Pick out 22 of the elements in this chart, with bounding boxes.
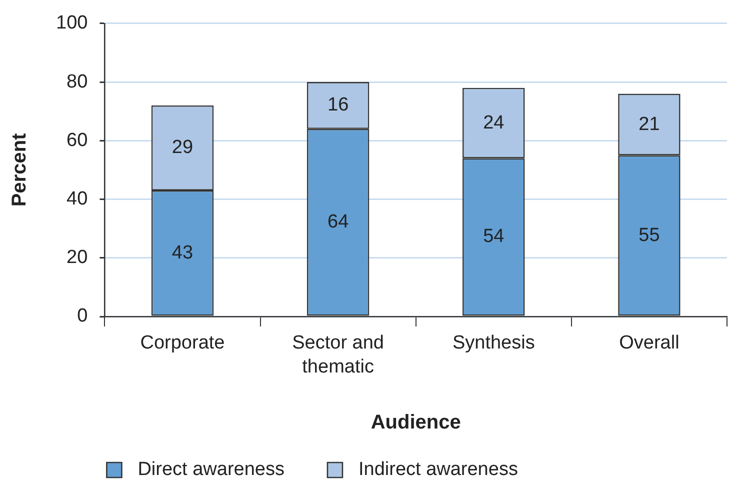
y-tick-label: 100 [56,12,88,34]
y-tick-label: 40 [66,188,88,210]
data-label: 24 [483,112,505,134]
x-axis-title: Audience [370,412,461,434]
x-tick-label: Sector and thematic [292,332,384,378]
data-label: 29 [172,137,194,158]
x-tick-label: Synthesis [452,332,535,354]
x-tick-label: Overall [619,332,680,354]
y-tick-label: 0 [77,306,88,327]
x-tick-label: Corporate [140,332,225,354]
y-tick-label: 20 [66,247,88,268]
data-label: 55 [638,224,660,246]
data-label: 54 [483,226,505,248]
y-tick-label: 80 [66,71,88,92]
data-label: 64 [327,212,350,233]
y-axis-title: Percent [8,132,31,207]
data-label: 16 [327,94,349,116]
data-label: 43 [172,242,194,264]
legend-label: Indirect awareness [358,459,518,480]
legend-label: Direct awareness [138,459,284,480]
y-tick-label: 60 [66,130,88,151]
data-label: 21 [638,114,660,135]
